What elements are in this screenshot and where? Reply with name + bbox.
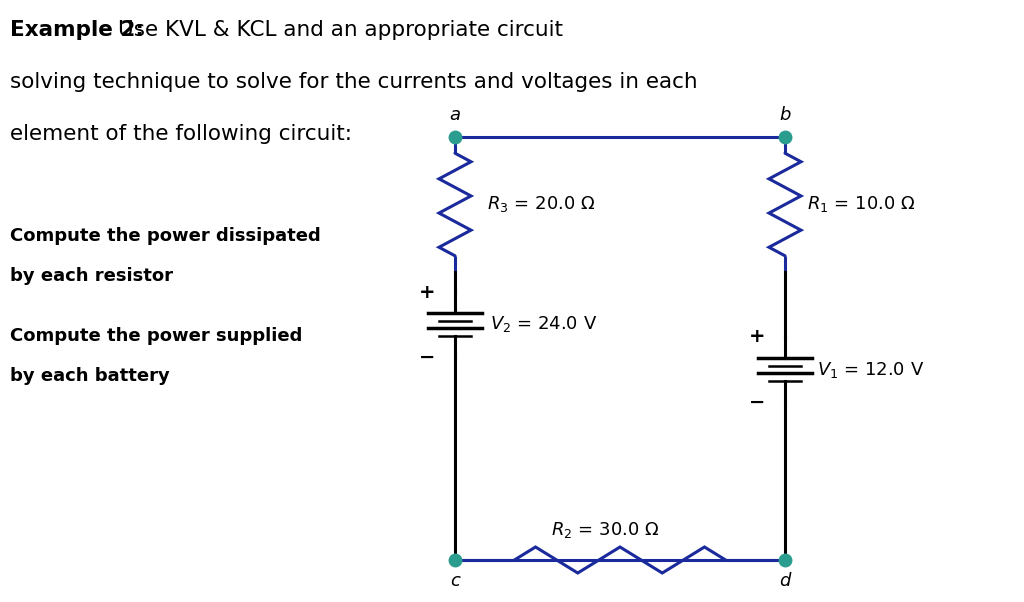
Text: d: d (779, 572, 791, 590)
Text: by each battery: by each battery (10, 367, 170, 385)
Text: by each resistor: by each resistor (10, 267, 173, 285)
Text: $V_1$ = 12.0 V: $V_1$ = 12.0 V (817, 359, 925, 379)
Text: +: + (419, 282, 435, 302)
Text: b: b (779, 106, 791, 124)
Text: a: a (450, 106, 461, 124)
Text: Compute the power dissipated: Compute the power dissipated (10, 227, 321, 245)
Text: +: + (749, 327, 765, 347)
Text: Use KVL & KCL and an appropriate circuit: Use KVL & KCL and an appropriate circuit (118, 20, 563, 40)
Text: solving technique to solve for the currents and voltages in each: solving technique to solve for the curre… (10, 72, 697, 92)
Text: $R_2$ = 30.0 Ω: $R_2$ = 30.0 Ω (551, 520, 659, 540)
Text: $R_1$ = 10.0 Ω: $R_1$ = 10.0 Ω (807, 194, 915, 214)
Text: Compute the power supplied: Compute the power supplied (10, 327, 302, 345)
Text: −: − (749, 393, 765, 412)
Text: −: − (419, 347, 435, 367)
Text: $V_2$ = 24.0 V: $V_2$ = 24.0 V (490, 314, 597, 335)
Text: Example 2:: Example 2: (10, 20, 144, 40)
Text: $R_3$ = 20.0 Ω: $R_3$ = 20.0 Ω (487, 194, 595, 214)
Text: element of the following circuit:: element of the following circuit: (10, 124, 352, 144)
Text: c: c (451, 572, 460, 590)
